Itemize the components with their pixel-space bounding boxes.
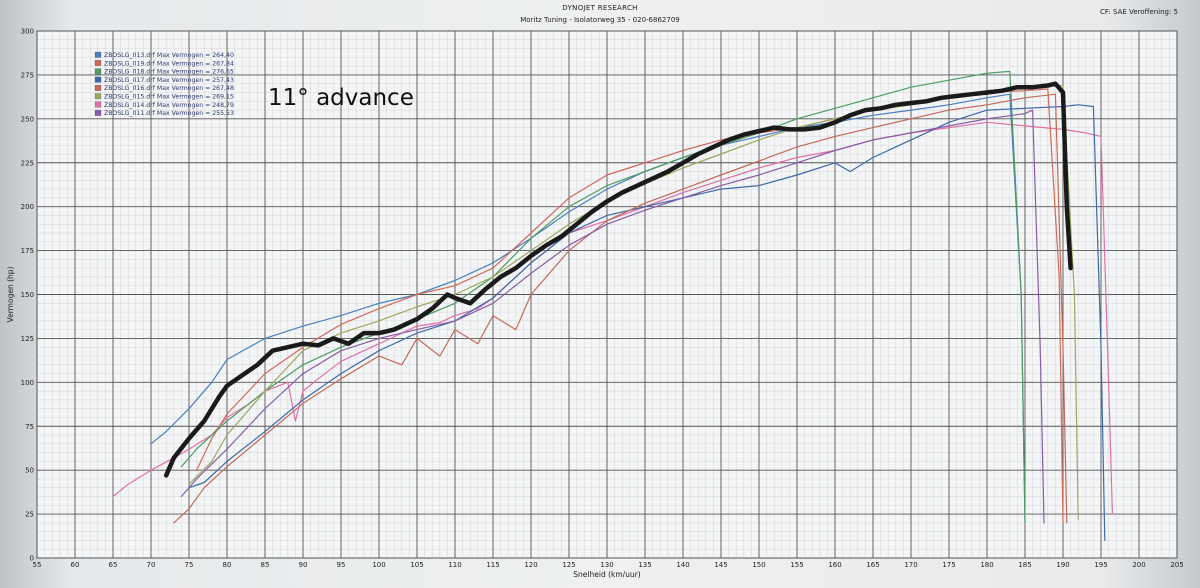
x-tick-label: 95 xyxy=(337,561,346,569)
series-line-4 xyxy=(180,70,1026,524)
legend-swatch xyxy=(94,109,102,116)
x-tick-label: 170 xyxy=(904,561,917,569)
x-tick-label: 120 xyxy=(524,561,537,569)
y-tick-label: 100 xyxy=(21,379,34,387)
x-tick-label: 195 xyxy=(1094,561,1107,569)
x-tick-label: 180 xyxy=(980,561,993,569)
y-tick-label: 275 xyxy=(21,71,34,79)
x-tick-label: 125 xyxy=(562,561,575,569)
x-tick-label: 70 xyxy=(147,561,156,569)
x-tick-label: 175 xyxy=(942,561,955,569)
chart-header-title: DYNOJET RESEARCH xyxy=(562,4,638,12)
advance-annotation: 11° advance xyxy=(268,85,414,111)
legend-entry: ZBOSLG_017.drf Max Vermogen = 257,43 xyxy=(104,77,234,84)
x-tick-label: 65 xyxy=(109,561,118,569)
chart-header-subtitle: Moritz Tuning - Isolatorweg 35 - 020-686… xyxy=(520,16,680,24)
y-tick-label: 200 xyxy=(21,203,34,211)
y-tick-label: 25 xyxy=(25,511,34,519)
y-tick-label: 75 xyxy=(25,423,34,431)
y-tick-label: 0 xyxy=(30,555,34,563)
x-tick-label: 185 xyxy=(1018,561,1031,569)
x-tick-label: 80 xyxy=(223,561,232,569)
legend-entry: ZBOSLG_014.drf Max Vermogen = 248,79 xyxy=(104,102,234,109)
y-tick-label: 300 xyxy=(21,28,34,36)
y-tick-label: 225 xyxy=(21,159,34,167)
series-line-5 xyxy=(188,104,1106,542)
legend-entry: ZBOSLG_011.drf Max Vermogen = 255,53 xyxy=(104,110,234,117)
legend-swatch xyxy=(94,76,102,83)
y-tick-label: 150 xyxy=(21,291,34,299)
legend-entry: ZBOSLG_018.drf Max Vermogen = 276,65 xyxy=(104,69,234,76)
x-tick-label: 130 xyxy=(600,561,613,569)
x-tick-label: 205 xyxy=(1170,561,1183,569)
x-tick-label: 200 xyxy=(1132,561,1145,569)
y-tick-label: 250 xyxy=(21,115,34,123)
x-tick-label: 55 xyxy=(33,561,42,569)
x-tick-label: 75 xyxy=(185,561,194,569)
y-tick-label: 175 xyxy=(21,247,34,255)
series-line-6 xyxy=(173,93,1068,524)
x-tick-label: 90 xyxy=(299,561,308,569)
legend-entry: ZBOSLG_016.drf Max Vermogen = 267,48 xyxy=(104,85,234,92)
x-tick-label: 115 xyxy=(486,561,499,569)
series-line-8 xyxy=(180,109,1045,524)
legend-swatch xyxy=(94,68,102,75)
correction-factor-info: CF: SAE Veroffening: 5 xyxy=(1100,8,1178,16)
x-tick-label: 155 xyxy=(790,561,803,569)
legend-swatch xyxy=(94,85,102,91)
series-line-1 xyxy=(112,121,1114,515)
series-line-9 xyxy=(163,81,1073,478)
x-tick-label: 100 xyxy=(372,561,385,569)
y-tick-label: 125 xyxy=(21,335,34,343)
y-tick-label: 50 xyxy=(25,467,34,475)
x-tick-label: 105 xyxy=(410,561,423,569)
x-tick-label: 150 xyxy=(752,561,765,569)
x-tick-label: 190 xyxy=(1056,561,1069,569)
x-tick-label: 110 xyxy=(448,561,461,569)
legend-entry: ZBOSLG_019.drf Max Vermogen = 267,84 xyxy=(104,60,234,67)
legend-swatch xyxy=(94,93,102,100)
y-axis-label: Vermogen (hp) xyxy=(6,266,15,322)
legend-swatch xyxy=(94,101,102,108)
x-axis-label: Snelheid (km/uur) xyxy=(573,570,641,579)
series-line-2 xyxy=(150,93,1026,524)
x-tick-label: 140 xyxy=(676,561,689,569)
legend-swatch xyxy=(94,51,102,58)
x-tick-label: 165 xyxy=(866,561,879,569)
legend-entry: ZBOSLG_013.drf Max Vermogen = 264,40 xyxy=(104,52,234,59)
x-tick-label: 85 xyxy=(261,561,270,569)
legend-swatch xyxy=(94,60,102,66)
x-tick-label: 135 xyxy=(638,561,651,569)
legend-entry: ZBOSLG_015.drf Max Vermogen = 269,15 xyxy=(104,94,234,101)
x-tick-label: 145 xyxy=(714,561,727,569)
x-tick-label: 60 xyxy=(71,561,80,569)
x-tick-label: 160 xyxy=(828,561,841,569)
